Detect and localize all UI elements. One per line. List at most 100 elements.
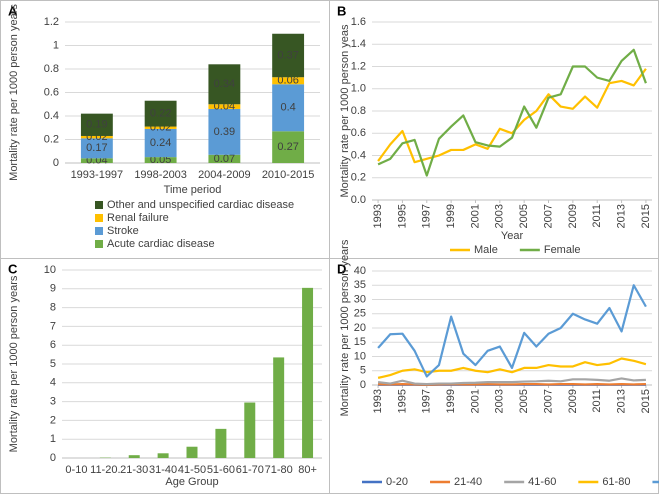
bar-segment: [80, 113, 113, 136]
bar-segment: [144, 157, 177, 163]
line-series: [377, 284, 647, 378]
y-tick-label: 1.4: [351, 38, 366, 50]
panel-letter: A: [8, 3, 18, 18]
x-tick-label: 2001: [469, 204, 481, 228]
bar: [273, 357, 285, 458]
y-axis-title: Mortality rate per 1000 person years: [339, 239, 351, 416]
bar: [128, 455, 140, 458]
y-tick-label: 3: [50, 396, 56, 408]
y-tick-label: 9: [50, 283, 56, 295]
x-tick-label: 1993-1997: [71, 169, 124, 181]
y-tick-label: 20: [354, 322, 366, 334]
x-tick-label: 0-10: [65, 464, 87, 476]
panel-letter: B: [337, 3, 346, 18]
x-axis-title: Age Group: [165, 476, 218, 488]
panel-letter: C: [8, 261, 18, 276]
bar-segment: [272, 33, 305, 78]
bar-segment: [80, 138, 113, 159]
y-tick-label: 0.0: [351, 194, 366, 206]
x-tick-label: 1999: [445, 389, 457, 413]
legend-label: 0-20: [386, 476, 408, 488]
x-tick-label: 2013: [615, 204, 627, 228]
bar-segment: [144, 100, 177, 127]
data-label: 0.39: [214, 126, 235, 138]
x-tick-label: 2011: [591, 204, 603, 228]
line-series: [377, 377, 646, 386]
bar-segment: [208, 104, 241, 109]
y-axis-title: Mortality rate per 1000 person years: [8, 275, 20, 452]
legend-swatch: [95, 227, 103, 235]
x-tick-label: 1999: [445, 204, 457, 228]
x-tick-label: 2005: [518, 204, 530, 228]
bar-segment: [272, 131, 305, 163]
legend-swatch: [95, 201, 103, 209]
x-axis-title: Year: [501, 230, 524, 242]
y-axis-title: Mortality rate per 1000 person yeas: [339, 24, 351, 198]
bar-segment: [272, 84, 305, 132]
y-tick-label: 10: [354, 350, 366, 362]
y-tick-label: 4: [50, 377, 56, 389]
data-label: 0.37: [277, 49, 298, 61]
x-tick-label: 2007: [542, 204, 554, 228]
data-label: 0.4: [280, 102, 295, 114]
bar-segment: [80, 135, 113, 139]
bar-segment: [144, 126, 177, 129]
legend-label: Other and unspecified cardiac disease: [107, 199, 294, 211]
y-tick-label: 1: [50, 433, 56, 445]
bar-segment: [208, 108, 241, 155]
x-tick-label: 2001: [469, 389, 481, 413]
x-tick-label: 80+: [298, 464, 317, 476]
x-tick-label: 1993: [372, 389, 384, 413]
x-tick-label: 1997: [421, 204, 433, 228]
panel-letter: D: [337, 261, 346, 276]
legend-label: 61-80: [602, 476, 630, 488]
legend-label: 41-60: [528, 476, 556, 488]
x-tick-label: 61-70: [236, 464, 264, 476]
bar: [157, 453, 169, 458]
legend-label: Stroke: [107, 225, 139, 237]
x-tick-label: 2015: [640, 389, 652, 413]
data-label: 0.06: [277, 75, 298, 87]
legend-swatch: [95, 214, 103, 222]
y-tick-label: 2: [50, 414, 56, 426]
y-tick-label: 0.8: [44, 63, 59, 75]
data-label: 0.19: [86, 119, 107, 131]
bar-segment: [208, 64, 241, 105]
y-tick-label: 0.2: [44, 133, 59, 145]
bar: [244, 402, 256, 458]
x-tick-label: 2009: [567, 389, 579, 413]
bar-segment: [272, 77, 305, 85]
y-tick-label: 0.2: [351, 172, 366, 184]
data-label: 0.34: [214, 78, 235, 90]
x-tick-label: 2013: [615, 389, 627, 413]
y-tick-label: 25: [354, 308, 366, 320]
y-tick-label: 0.6: [351, 127, 366, 139]
y-tick-label: 5: [360, 365, 366, 377]
y-tick-label: 15: [354, 336, 366, 348]
y-tick-label: 1.2: [44, 16, 59, 28]
x-tick-label: 31-40: [149, 464, 177, 476]
x-tick-label: 41-50: [178, 464, 206, 476]
x-tick-label: 2015: [640, 204, 652, 228]
y-tick-label: 8: [50, 302, 56, 314]
y-tick-label: 6: [50, 339, 56, 351]
y-tick-label: 30: [354, 293, 366, 305]
line-series: [377, 68, 647, 164]
bar-segment: [80, 158, 113, 163]
legend-label: Renal failure: [107, 212, 169, 224]
y-tick-label: 1: [53, 39, 59, 51]
data-label: 0.22: [150, 108, 171, 120]
x-tick-label: 71-80: [265, 464, 293, 476]
legend-label: 21-40: [454, 476, 482, 488]
y-tick-label: 1.6: [351, 16, 366, 28]
y-axis-title: Mortality rate per 1000 person years: [8, 4, 20, 181]
x-tick-label: 2003: [494, 204, 506, 228]
y-tick-label: 40: [354, 265, 366, 277]
x-tick-label: 2011: [591, 389, 603, 413]
y-tick-label: 0: [50, 452, 56, 464]
y-tick-label: 0: [360, 379, 366, 391]
line-series: [377, 357, 647, 379]
y-tick-label: 35: [354, 279, 366, 291]
